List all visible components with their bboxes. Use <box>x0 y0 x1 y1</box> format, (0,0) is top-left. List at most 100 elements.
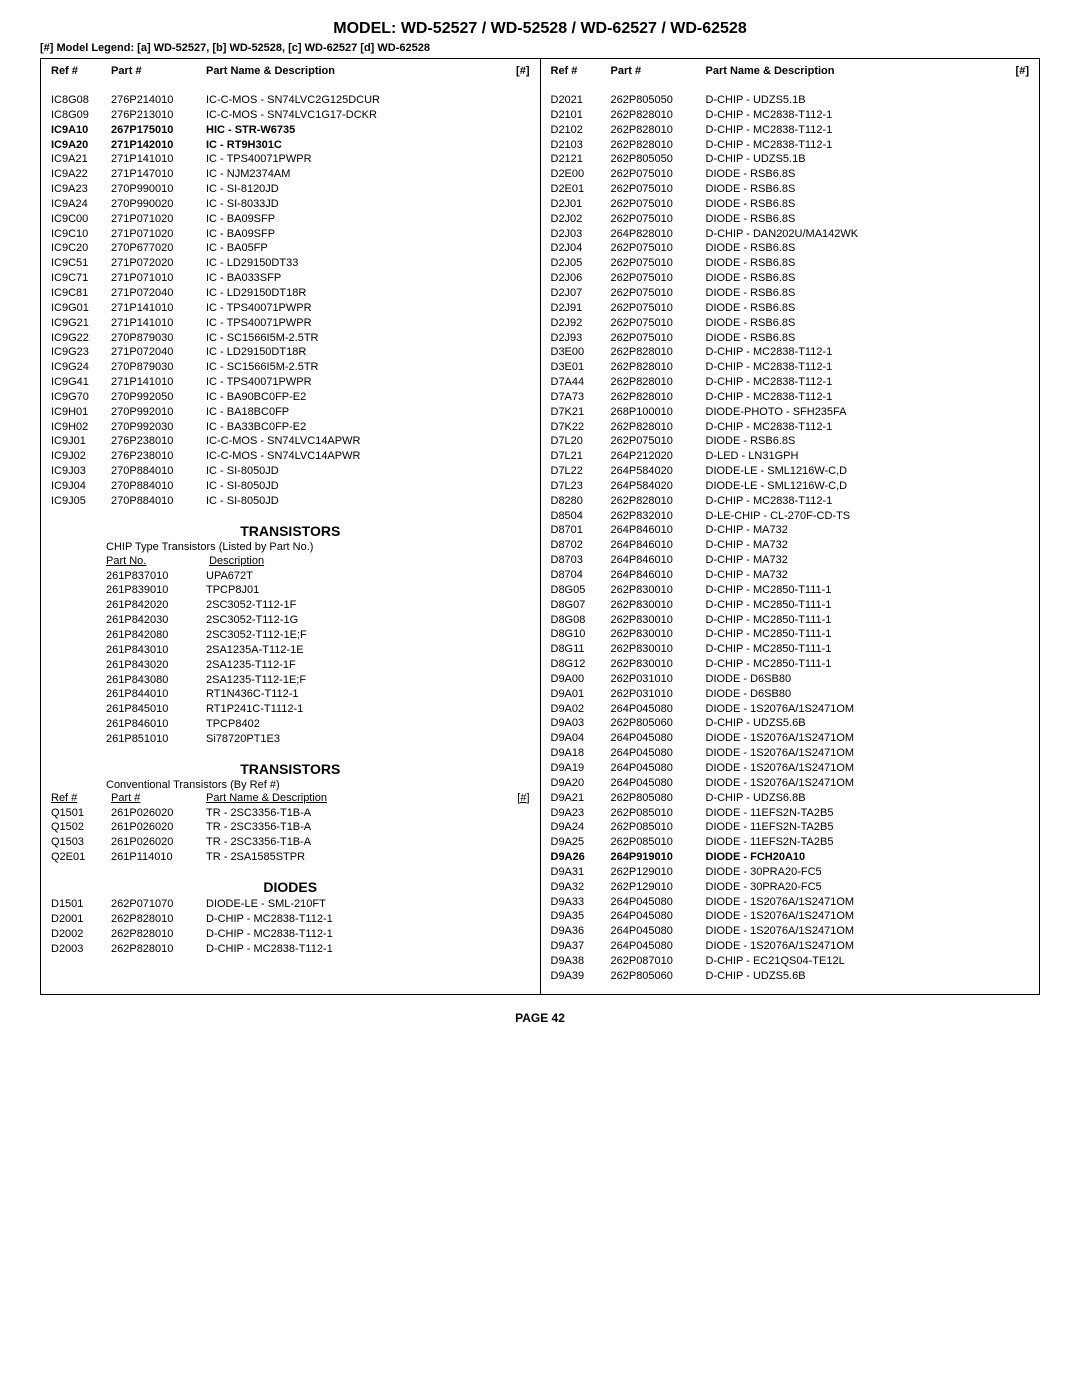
cell-hash <box>1009 761 1029 776</box>
cell-desc: DIODE - RSB6.8S <box>706 167 1010 182</box>
cell-hash <box>1009 241 1029 256</box>
cell-hash <box>1009 880 1029 895</box>
cell-hash <box>1009 345 1029 360</box>
diodes-title: DIODES <box>51 879 530 895</box>
cell-hash <box>1009 909 1029 924</box>
table-row: D2J05262P075010DIODE - RSB6.8S <box>551 256 1030 271</box>
table-row: D2003262P828010D-CHIP - MC2838-T112-1 <box>51 942 530 957</box>
cell-desc: DIODE - RSB6.8S <box>706 316 1010 331</box>
cell-ref: D8G10 <box>551 627 611 642</box>
cell-desc: IC - NJM2374AM <box>206 167 510 182</box>
cell-desc: DIODE - RSB6.8S <box>706 434 1010 449</box>
table-row: D2002262P828010D-CHIP - MC2838-T112-1 <box>51 927 530 942</box>
cell-part: 262P828010 <box>611 360 706 375</box>
cell-ref: IC9J02 <box>51 449 111 464</box>
table-row: IC9J02276P238010IC-C-MOS - SN74LVC14APWR <box>51 449 530 464</box>
table-row: Q1501261P026020TR - 2SC3356-T1B-A <box>51 806 530 821</box>
cell-part: 262P085010 <box>611 820 706 835</box>
table-row: D9A31262P129010DIODE - 30PRA20-FC5 <box>551 865 1030 880</box>
cell-hash <box>1009 583 1029 598</box>
table-row: D7K21268P100010DIODE-PHOTO - SFH235FA <box>551 405 1030 420</box>
cell-desc: DIODE - 1S2076A/1S2471OM <box>706 924 1010 939</box>
table-row: 261P839010TPCP8J01 <box>106 583 530 598</box>
table-row: IC9A21271P141010IC - TPS40071PWPR <box>51 152 530 167</box>
cell-part: 264P045080 <box>611 909 706 924</box>
cell-hash <box>1009 924 1029 939</box>
cell-part: 262P031010 <box>611 687 706 702</box>
table-row: D2121262P805050D-CHIP - UDZS5.1B <box>551 152 1030 167</box>
cell-desc: TPCP8J01 <box>206 583 530 598</box>
cell-ref: D2001 <box>51 912 111 927</box>
cell-hash <box>1009 642 1029 657</box>
cell-ref: D2J06 <box>551 271 611 286</box>
trans1-rows: 261P837010UPA672T261P839010TPCP8J01261P8… <box>106 569 530 747</box>
cell-desc: D-CHIP - EC21QS04-TE12L <box>706 954 1010 969</box>
cell-part: 262P805050 <box>611 93 706 108</box>
table-row: D7A73262P828010D-CHIP - MC2838-T112-1 <box>551 390 1030 405</box>
cell-hash <box>510 405 530 420</box>
cell-part: 264P584020 <box>611 479 706 494</box>
cell-ref: IC9G70 <box>51 390 111 405</box>
cell-ref: D1501 <box>51 897 111 912</box>
table-row: IC8G08276P214010IC-C-MOS - SN74LVC2G125D… <box>51 93 530 108</box>
table-row: D2E00262P075010DIODE - RSB6.8S <box>551 167 1030 182</box>
cell-hash <box>1009 301 1029 316</box>
cell-ref: D7L20 <box>551 434 611 449</box>
cell-part: 267P175010 <box>111 123 206 138</box>
table-row: D7L21264P212020D-LED - LN31GPH <box>551 449 1030 464</box>
cell-part: 261P843010 <box>106 643 206 658</box>
cell-part: 262P805060 <box>611 716 706 731</box>
cell-ref: D7L21 <box>551 449 611 464</box>
cell-part: 261P845010 <box>106 702 206 717</box>
cell-ref: D2101 <box>551 108 611 123</box>
cell-ref: D9A00 <box>551 672 611 687</box>
table-row: D9A01262P031010DIODE - D6SB80 <box>551 687 1030 702</box>
cell-part: 276P213010 <box>111 108 206 123</box>
cell-ref: IC9A22 <box>51 167 111 182</box>
cell-hash <box>510 93 530 108</box>
cell-hash <box>1009 702 1029 717</box>
cell-part: 276P238010 <box>111 434 206 449</box>
cell-hash <box>1009 434 1029 449</box>
cell-desc: IC - SC1566I5M-2.5TR <box>206 360 510 375</box>
cell-hash <box>510 182 530 197</box>
cell-hash <box>510 390 530 405</box>
cell-desc: 2SC3052-T112-1F <box>206 598 530 613</box>
cell-ref: IC9G21 <box>51 316 111 331</box>
table-row: 261P8420802SC3052-T112-1E;F <box>106 628 530 643</box>
cell-desc: D-CHIP - MC2838-T112-1 <box>706 360 1010 375</box>
cell-hash <box>1009 791 1029 806</box>
cell-hash <box>1009 464 1029 479</box>
cell-desc: DIODE - 1S2076A/1S2471OM <box>706 761 1010 776</box>
cell-ref: D8703 <box>551 553 611 568</box>
cell-desc: RT1N436C-T112-1 <box>206 687 530 702</box>
cell-hash <box>510 227 530 242</box>
cell-part: 264P846010 <box>611 523 706 538</box>
cell-ref: IC9H01 <box>51 405 111 420</box>
table-row: 261P846010TPCP8402 <box>106 717 530 732</box>
cell-part: 261P843020 <box>106 658 206 673</box>
cell-ref: D2121 <box>551 152 611 167</box>
cell-part: 262P830010 <box>611 613 706 628</box>
cell-part: 270P884010 <box>111 464 206 479</box>
cell-part: 262P075010 <box>611 331 706 346</box>
cell-part: 271P141010 <box>111 316 206 331</box>
cell-hash <box>1009 108 1029 123</box>
table-row: Q1502261P026020TR - 2SC3356-T1B-A <box>51 820 530 835</box>
cell-desc: D-CHIP - UDZS6.8B <box>706 791 1010 806</box>
table-row: D9A38262P087010D-CHIP - EC21QS04-TE12L <box>551 954 1030 969</box>
table-row: D9A00262P031010DIODE - D6SB80 <box>551 672 1030 687</box>
cell-part: 264P045080 <box>611 939 706 954</box>
cell-part: 261P839010 <box>106 583 206 598</box>
cell-desc: D-CHIP - MC2850-T111-1 <box>706 627 1010 642</box>
cell-part: 261P842020 <box>106 598 206 613</box>
cell-hash <box>510 835 530 850</box>
table-row: D9A20264P045080DIODE - 1S2076A/1S2471OM <box>551 776 1030 791</box>
cell-part: 261P844010 <box>106 687 206 702</box>
col2-rows: D2021262P805050D-CHIP - UDZS5.1BD2101262… <box>551 93 1030 984</box>
table-row: IC9G23271P072040IC - LD29150DT18R <box>51 345 530 360</box>
left-header: Ref # Part # Part Name & Description [#] <box>51 65 530 83</box>
cell-part: 264P212020 <box>611 449 706 464</box>
cell-part: 262P828010 <box>611 420 706 435</box>
cell-part: 270P879030 <box>111 360 206 375</box>
